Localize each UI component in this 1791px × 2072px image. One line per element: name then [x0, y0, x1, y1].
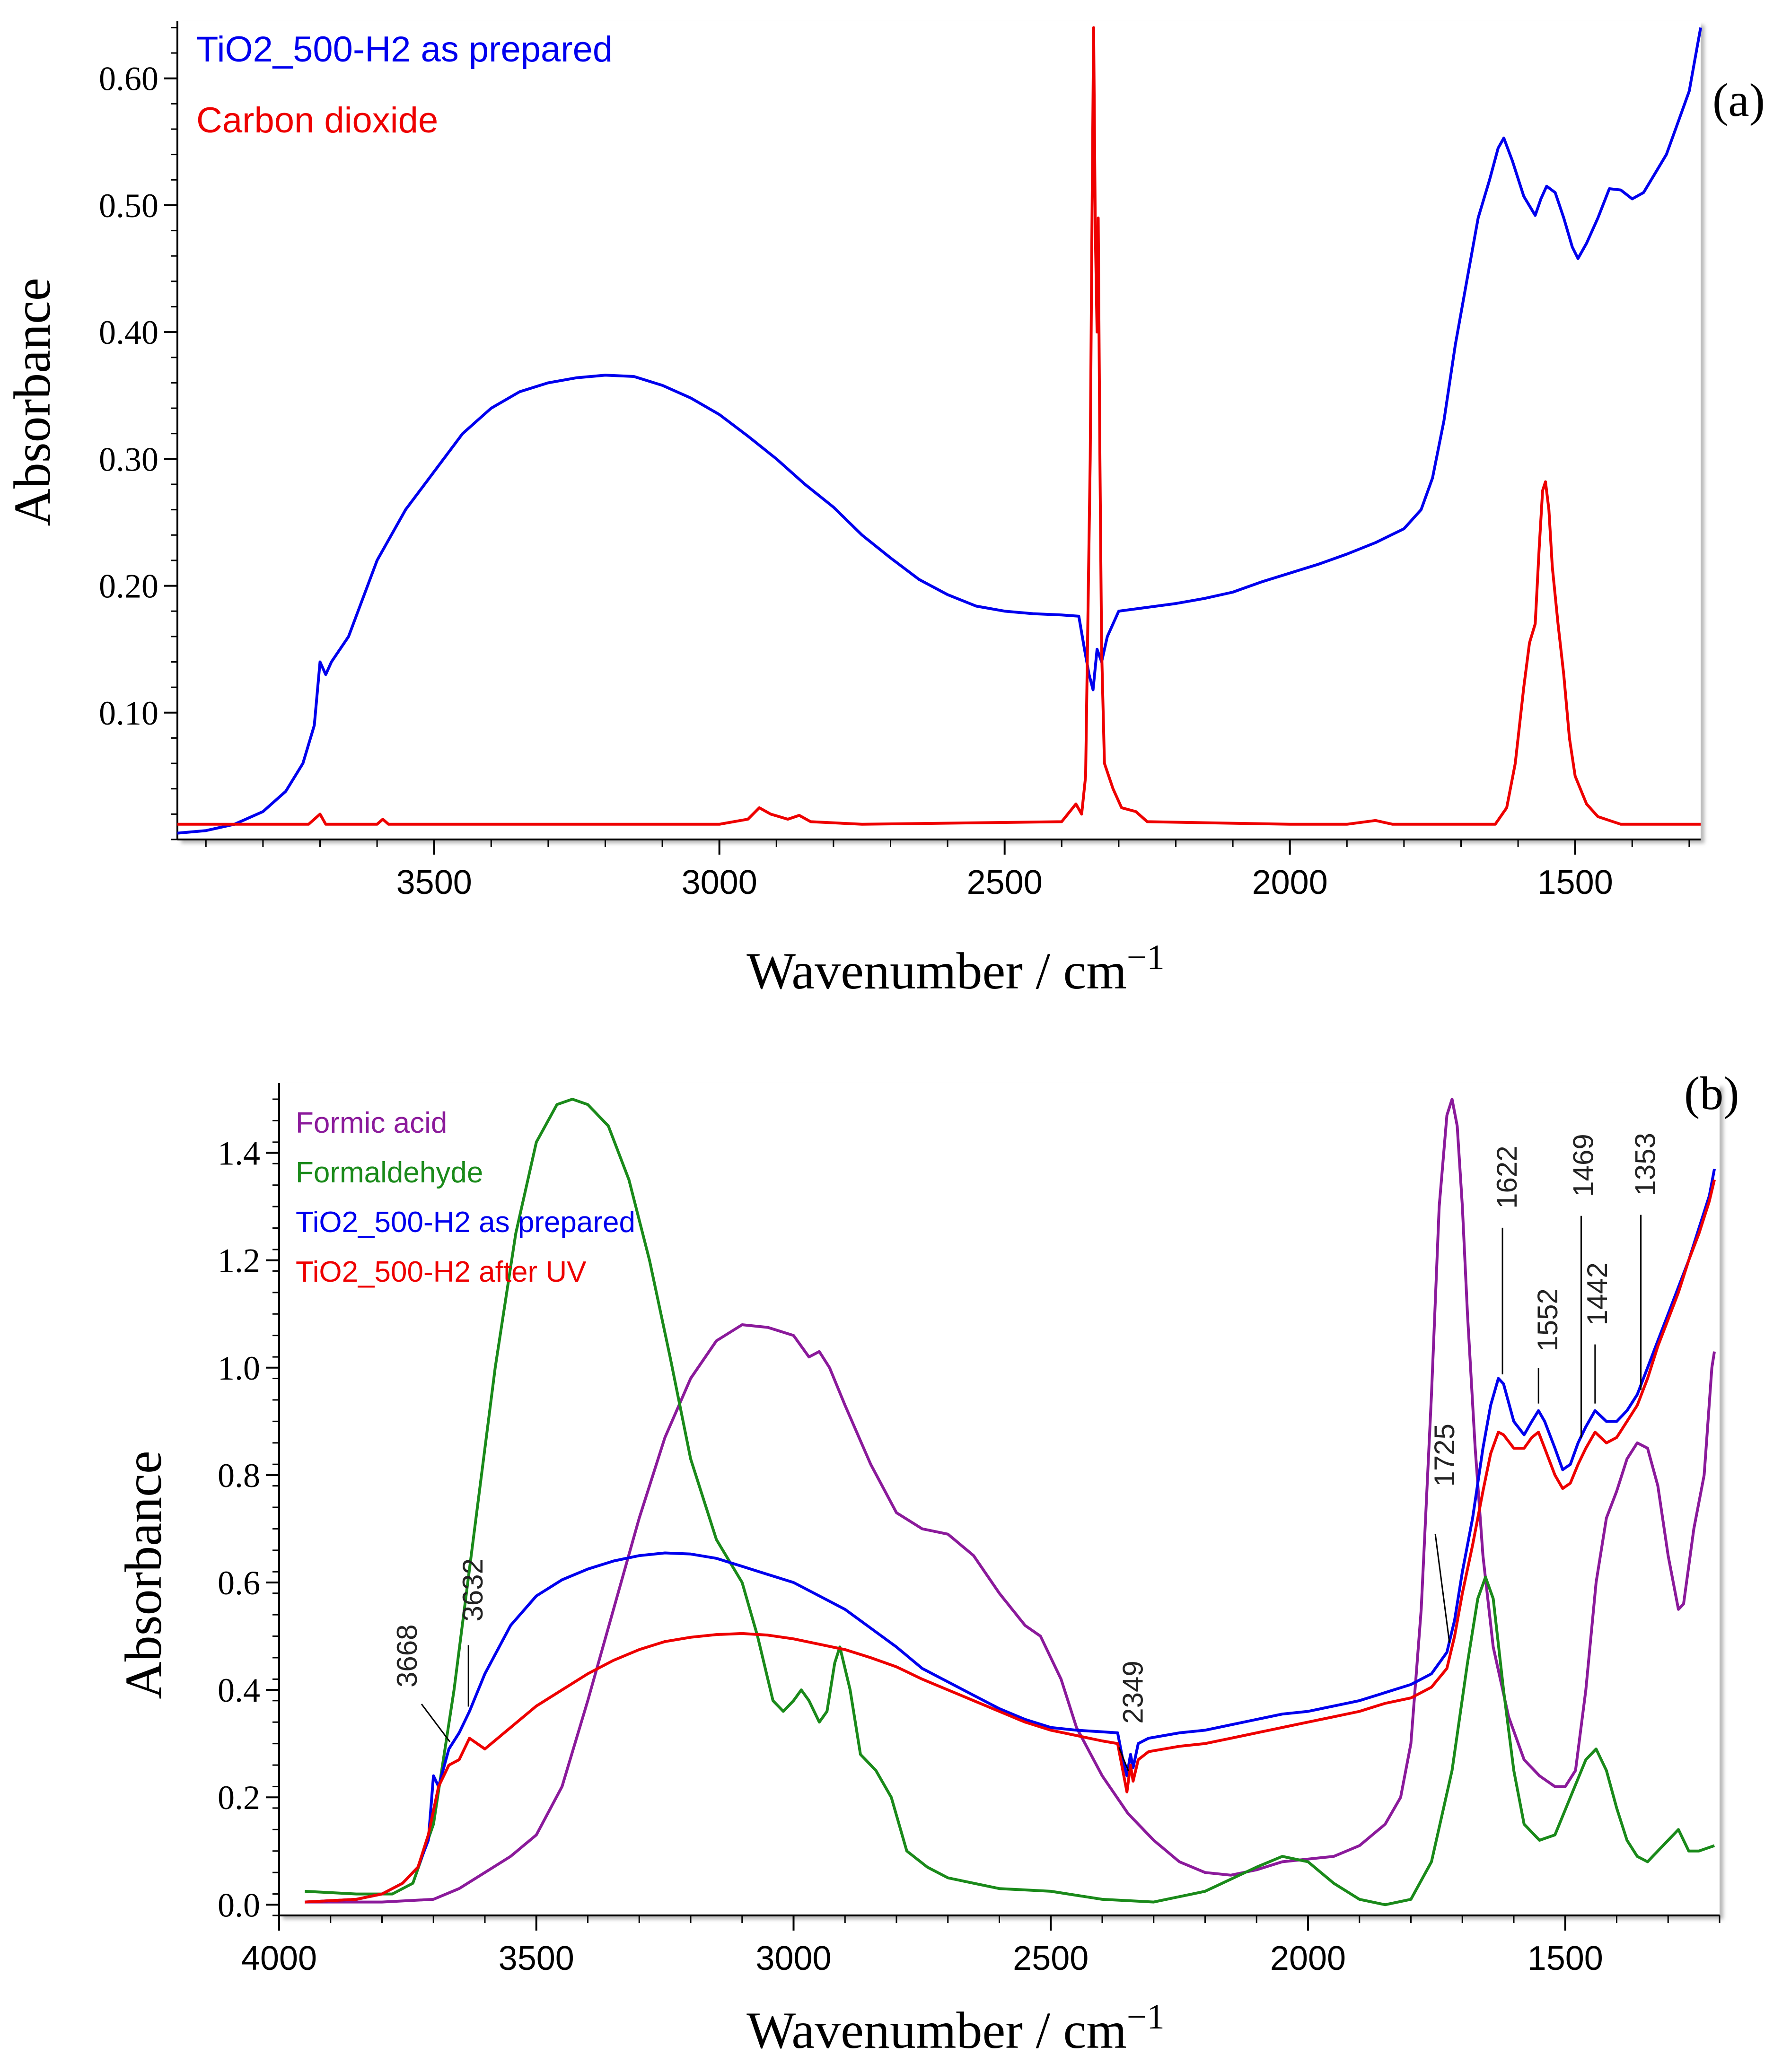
y-tick-label: 0.10: [99, 694, 158, 732]
annotation-label: 1552: [1532, 1288, 1563, 1351]
x-tick-label: 2000: [1252, 864, 1328, 901]
panel-b-ylabel: Absorbance: [114, 1451, 172, 1699]
series-line-tio2-500-h2-after-uv: [305, 1179, 1716, 1904]
annotation-label: 3668: [391, 1625, 423, 1687]
series-line-carbon-dioxide: [177, 26, 1701, 826]
annotation-label: 1622: [1491, 1145, 1523, 1208]
y-tick-label: 0.30: [99, 440, 158, 478]
panel-a: 0.10 0.20 0.30 0.40 0.50 0.60 3500 3000 2500 2000…: [99, 21, 1702, 901]
legend-entry-carbon-dioxide: Carbon dioxide: [196, 100, 438, 140]
x-tick-label: 4000: [241, 1940, 317, 1977]
y-tick-label: 1.4: [218, 1135, 260, 1172]
x-tick-label: 2500: [1013, 1940, 1089, 1977]
panel-a-label: (a): [1712, 74, 1765, 126]
y-tick-label: 0.2: [218, 1779, 260, 1817]
y-tick-label: 0.50: [99, 187, 158, 225]
annotation-label: 1353: [1630, 1133, 1661, 1196]
annotation-line: [1434, 1534, 1450, 1643]
panel-b-xlabel: Wavenumber / cm−1: [746, 1997, 1164, 2060]
series-line-tio2-500-h2-as-prepared: [177, 27, 1702, 835]
panel-b: 0.0 0.2 0.4 0.6 0.8 1.0 1.2 1.4 4000 3500 3000 2500…: [218, 1083, 1721, 1977]
annotation-label: 1469: [1567, 1134, 1599, 1197]
legend-entry-formaldehyde: Formaldehyde: [296, 1156, 483, 1189]
annotation-line: [421, 1704, 451, 1742]
x-tick-label: 1500: [1537, 864, 1613, 901]
y-tick-label: 0.0: [218, 1886, 260, 1924]
y-tick-label: 0.4: [218, 1671, 260, 1709]
series-line-formaldehyde: [305, 1098, 1715, 1906]
y-tick-label: 0.8: [218, 1457, 260, 1495]
x-tick-label: 3500: [499, 1940, 574, 1977]
annotation-label: 1725: [1429, 1424, 1460, 1486]
annotation-label: 1442: [1581, 1262, 1613, 1325]
series-line-tio2-500-h2-as-prepared: [305, 1169, 1716, 1904]
annotation-line: [1118, 1747, 1129, 1772]
panel-b-label: (b): [1684, 1067, 1739, 1119]
legend-entry-tio2-500-h2-as-prepared: TiO2_500-H2 as prepared: [296, 1206, 635, 1239]
panel-a-ylabel: Absorbance: [3, 278, 61, 526]
y-tick-label: 1.0: [218, 1349, 260, 1387]
x-tick-label: 3000: [755, 1940, 831, 1977]
y-tick-label: 0.60: [99, 60, 158, 98]
x-tick-label: 3000: [682, 864, 757, 901]
x-tick-label: 1500: [1528, 1940, 1603, 1977]
y-tick-label: 0.20: [99, 568, 158, 605]
x-tick-label: 2000: [1270, 1940, 1346, 1977]
y-tick-label: 0.40: [99, 314, 158, 351]
x-tick-label: 3500: [396, 864, 472, 901]
annotation-label: 2349: [1117, 1661, 1149, 1723]
series-line-formic-acid: [305, 1098, 1716, 1904]
y-tick-label: 1.2: [218, 1242, 260, 1280]
y-tick-label: 0.6: [218, 1564, 260, 1602]
plot-area: [177, 21, 1701, 839]
annotation-label: 3632: [457, 1558, 489, 1621]
legend-entry-tio2-500-h2-as-prepared: TiO2_500-H2 as prepared: [196, 29, 613, 70]
legend-entry-tio2-500-h2-after-uv: TiO2_500-H2 after UV: [296, 1256, 587, 1288]
legend-entry-formic-acid: Formic acid: [296, 1107, 447, 1139]
panel-a-xlabel: Wavenumber / cm−1: [746, 938, 1164, 1000]
x-tick-label: 2500: [967, 864, 1043, 901]
